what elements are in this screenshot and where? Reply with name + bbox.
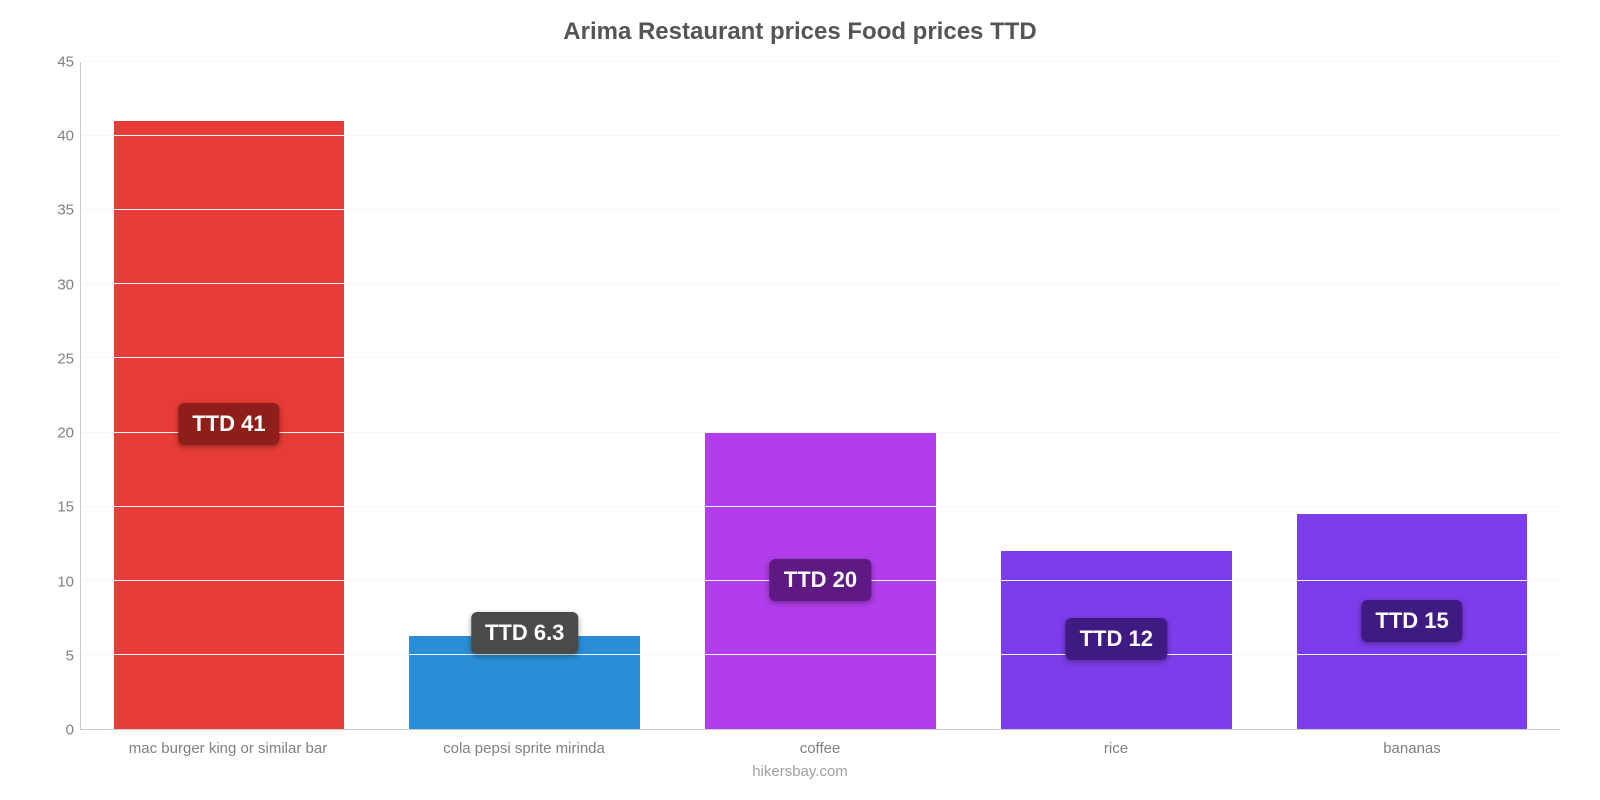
bar-value-label: TTD 41 xyxy=(178,403,279,445)
x-axis-labels: mac burger king or similar barcola pepsi… xyxy=(80,730,1560,757)
bar-slot: TTD 6.3 xyxy=(377,62,673,729)
y-tick-label: 45 xyxy=(57,54,74,71)
y-tick-label: 15 xyxy=(57,499,74,516)
bar-value-label: TTD 6.3 xyxy=(471,612,578,654)
grid-line xyxy=(81,357,1560,358)
grid-line xyxy=(81,209,1560,210)
x-axis-label: mac burger king or similar bar xyxy=(80,730,376,757)
grid-line xyxy=(81,654,1560,655)
x-axis-label: bananas xyxy=(1264,730,1560,757)
bar-value-label: TTD 15 xyxy=(1361,600,1462,642)
plot-area: TTD 41 TTD 6.3 TTD 20 TTD 12 TTD 15 xyxy=(80,62,1560,730)
y-tick-label: 35 xyxy=(57,202,74,219)
y-tick-label: 10 xyxy=(57,573,74,590)
grid-line xyxy=(81,283,1560,284)
bar-value-label: TTD 20 xyxy=(770,559,871,601)
plot-row: 051015202530354045 TTD 41TTD 6.3TTD 20TT… xyxy=(40,62,1560,730)
bar: TTD 41 xyxy=(114,121,345,729)
chart-title: Arima Restaurant prices Food prices TTD xyxy=(40,10,1560,62)
y-tick-label: 5 xyxy=(66,647,74,664)
bar-slot: TTD 12 xyxy=(968,62,1264,729)
bar: TTD 6.3 xyxy=(409,636,640,729)
bar-slot: TTD 41 xyxy=(81,62,377,729)
x-axis-label: coffee xyxy=(672,730,968,757)
chart-container: Arima Restaurant prices Food prices TTD … xyxy=(0,0,1600,800)
x-axis-label: rice xyxy=(968,730,1264,757)
bar: TTD 20 xyxy=(705,433,936,729)
x-axis-row: mac burger king or similar barcola pepsi… xyxy=(80,730,1560,757)
y-tick-label: 20 xyxy=(57,425,74,442)
bar: TTD 15 xyxy=(1297,514,1528,729)
bar-slot: TTD 15 xyxy=(1264,62,1560,729)
y-axis: 051015202530354045 xyxy=(40,62,80,730)
grid-line xyxy=(81,432,1560,433)
y-tick-label: 25 xyxy=(57,350,74,367)
y-tick-label: 40 xyxy=(57,128,74,145)
grid-line xyxy=(81,61,1560,62)
x-axis-label: cola pepsi sprite mirinda xyxy=(376,730,672,757)
attribution-text: hikersbay.com xyxy=(40,757,1560,780)
y-tick-label: 0 xyxy=(66,722,74,739)
grid-line xyxy=(81,506,1560,507)
bar-slot: TTD 20 xyxy=(673,62,969,729)
bar: TTD 12 xyxy=(1001,551,1232,729)
bars-layer: TTD 41 TTD 6.3 TTD 20 TTD 12 TTD 15 xyxy=(81,62,1560,729)
y-tick-label: 30 xyxy=(57,276,74,293)
grid-line xyxy=(81,135,1560,136)
bar-value-label: TTD 12 xyxy=(1066,618,1167,660)
